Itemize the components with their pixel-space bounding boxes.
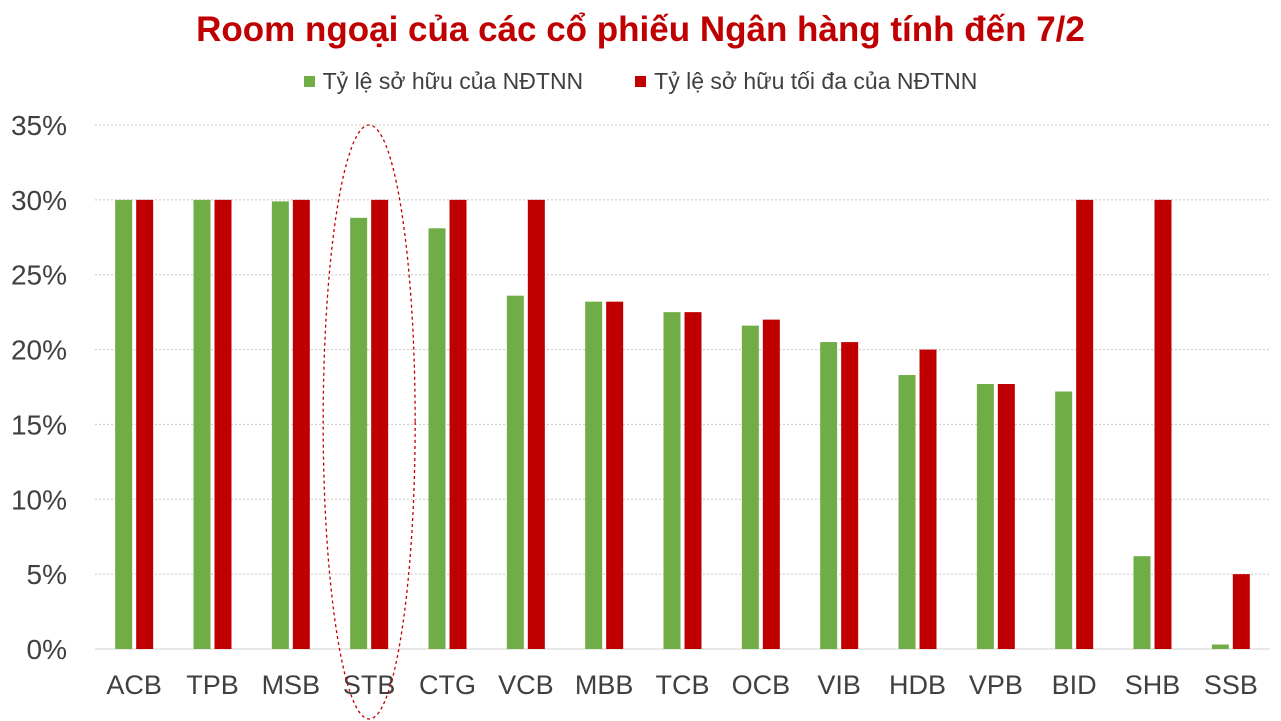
bar-max-vcb bbox=[527, 199, 545, 649]
bar-owned-ctg bbox=[428, 228, 446, 649]
x-tick-label: SHB bbox=[1125, 670, 1181, 700]
y-tick-label: 25% bbox=[11, 260, 67, 291]
bar-owned-ocb bbox=[741, 325, 759, 649]
bar-max-ocb bbox=[762, 319, 780, 649]
x-tick-label: TCB bbox=[656, 670, 710, 700]
x-tick-label: TPB bbox=[186, 670, 239, 700]
bar-max-shb bbox=[1154, 199, 1172, 649]
legend-label-series-2: Tỷ lệ sở hữu tối đa của NĐTNN bbox=[654, 68, 978, 94]
bar-max-tpb bbox=[214, 199, 232, 649]
x-tick-label: BID bbox=[1052, 670, 1097, 700]
y-tick-label: 30% bbox=[11, 185, 67, 216]
y-tick-label: 15% bbox=[11, 409, 67, 440]
x-tick-label: MSB bbox=[262, 670, 321, 700]
x-tick-label: SSB bbox=[1204, 670, 1258, 700]
y-tick-label: 35% bbox=[11, 110, 67, 141]
x-tick-label: OCB bbox=[732, 670, 791, 700]
legend-item-series-1: Tỷ lệ sở hữu của NĐTNN bbox=[303, 68, 584, 95]
bar-max-ctg bbox=[449, 199, 467, 649]
bar-owned-acb bbox=[115, 199, 133, 649]
bar-owned-bid bbox=[1055, 391, 1073, 649]
x-tick-label: VIB bbox=[817, 670, 861, 700]
bar-owned-tpb bbox=[193, 199, 211, 649]
y-tick-label: 0% bbox=[27, 634, 67, 665]
bar-max-ssb bbox=[1232, 574, 1250, 649]
bar-max-hdb bbox=[919, 349, 937, 649]
x-tick-label: MBB bbox=[575, 670, 634, 700]
legend: Tỷ lệ sở hữu của NĐTNN Tỷ lệ sở hữu tối … bbox=[0, 68, 1281, 95]
x-tick-label: VCB bbox=[498, 670, 554, 700]
chart-title: Room ngoại của các cổ phiếu Ngân hàng tí… bbox=[196, 10, 1085, 49]
x-tick-label: HDB bbox=[889, 670, 946, 700]
bar-max-acb bbox=[136, 199, 154, 649]
bar-owned-ssb bbox=[1211, 644, 1229, 649]
x-tick-label: CTG bbox=[419, 670, 476, 700]
bar-owned-vib bbox=[820, 342, 838, 649]
legend-item-series-2: Tỷ lệ sở hữu tối đa của NĐTNN bbox=[635, 68, 977, 95]
bar-owned-vcb bbox=[506, 295, 524, 649]
bar-max-mbb bbox=[606, 301, 624, 649]
y-tick-label: 10% bbox=[11, 484, 67, 515]
bar-owned-tcb bbox=[663, 312, 681, 649]
bar-max-msb bbox=[292, 199, 310, 649]
bar-max-stb bbox=[371, 199, 389, 649]
bar-owned-shb bbox=[1133, 556, 1151, 649]
bar-owned-hdb bbox=[898, 375, 916, 649]
bar-max-tcb bbox=[684, 312, 702, 649]
legend-label-series-1: Tỷ lệ sở hữu của NĐTNN bbox=[322, 68, 584, 94]
bar-owned-msb bbox=[271, 201, 289, 649]
x-tick-label: ACB bbox=[106, 670, 162, 700]
bar-owned-mbb bbox=[585, 301, 603, 649]
legend-swatch-series-1 bbox=[303, 76, 315, 87]
highlight-ellipse-stb bbox=[322, 124, 416, 720]
bar-max-bid bbox=[1076, 199, 1094, 649]
y-tick-label: 5% bbox=[27, 559, 67, 590]
bar-max-vib bbox=[841, 342, 859, 649]
bar-owned-vpb bbox=[976, 384, 994, 649]
bar-max-vpb bbox=[997, 384, 1015, 649]
legend-swatch-series-2 bbox=[635, 76, 647, 87]
y-tick-label: 20% bbox=[11, 335, 67, 366]
bar-owned-stb bbox=[350, 217, 368, 649]
x-tick-label: VPB bbox=[969, 670, 1023, 700]
